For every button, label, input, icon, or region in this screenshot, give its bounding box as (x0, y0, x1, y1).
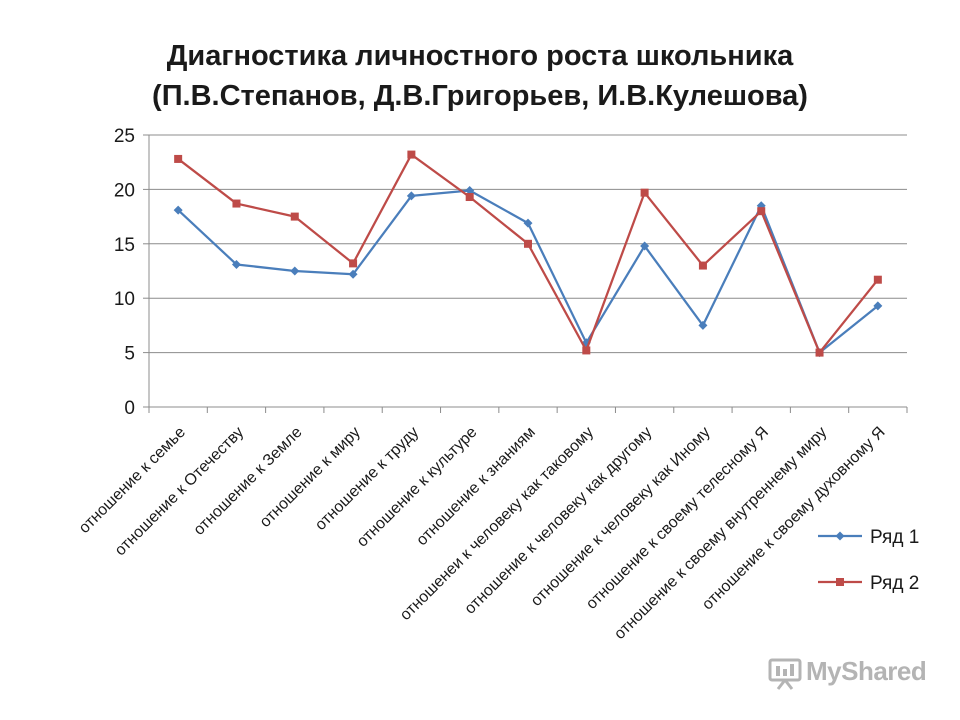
watermark: MyShared (768, 656, 928, 692)
data-point (698, 320, 708, 330)
data-point (640, 188, 649, 197)
data-point (582, 346, 591, 355)
data-point (173, 205, 183, 215)
series-group (173, 150, 883, 358)
data-point (231, 259, 241, 269)
y-tick-label: 10 (114, 289, 135, 310)
data-point (757, 207, 766, 216)
data-point (524, 239, 532, 248)
data-point (698, 261, 707, 270)
x-tick-label: отношение к культуре (354, 424, 481, 551)
legend-label: Ряд 2 (870, 573, 919, 594)
data-point (232, 199, 241, 208)
data-point (406, 191, 416, 201)
x-tick-label: отношение к своему внутреннему миру (611, 424, 830, 643)
y-tick-labels: 0 5 10 15 20 25 (114, 126, 135, 419)
data-point (290, 266, 300, 276)
data-point (407, 150, 416, 159)
data-point (349, 259, 358, 268)
series-line (177, 153, 879, 354)
y-tick-label: 15 (114, 235, 135, 256)
presentation-board-icon (768, 658, 802, 690)
y-tick-label: 0 (124, 398, 135, 419)
x-tick-label: отношение к миру (257, 424, 364, 531)
data-point (640, 241, 650, 251)
x-tick-label: отношение к семье (76, 424, 189, 537)
axes (143, 134, 908, 413)
data-point (348, 269, 358, 279)
watermark-text: MyShared (806, 656, 927, 686)
data-point (523, 218, 533, 228)
data-point (174, 154, 183, 163)
data-point (290, 212, 299, 221)
chart-title: Диагностика личностного роста школьника … (0, 36, 960, 116)
data-point (815, 348, 824, 357)
legend-item-2: Ряд 2 (818, 573, 919, 594)
legend-marker (835, 531, 845, 541)
series-1 (173, 185, 883, 358)
series-2 (174, 150, 882, 357)
x-tick-label: отношение к знаниям (413, 424, 538, 549)
data-point (465, 185, 475, 195)
chart-title-line1: Диагностика личностного роста школьника (166, 40, 794, 72)
legend-item-1: Ряд 1 (818, 527, 919, 548)
y-tick-label: 5 (124, 344, 135, 365)
data-point (465, 193, 474, 202)
legend: Ряд 1 Ряд 2 (818, 527, 919, 594)
chart-title-line2: (П.В.Степанов, Д.В.Григорьев, И.В.Кулешо… (152, 80, 808, 112)
legend-marker (836, 578, 844, 586)
data-point (873, 275, 882, 284)
x-tick-label: отношение к труду (312, 424, 422, 534)
legend-label: Ряд 1 (870, 527, 919, 548)
y-tick-label: 20 (114, 180, 135, 201)
x-tick-label: отношение к Земле (191, 424, 306, 539)
y-tick-label: 25 (114, 126, 135, 147)
data-point (873, 301, 883, 311)
